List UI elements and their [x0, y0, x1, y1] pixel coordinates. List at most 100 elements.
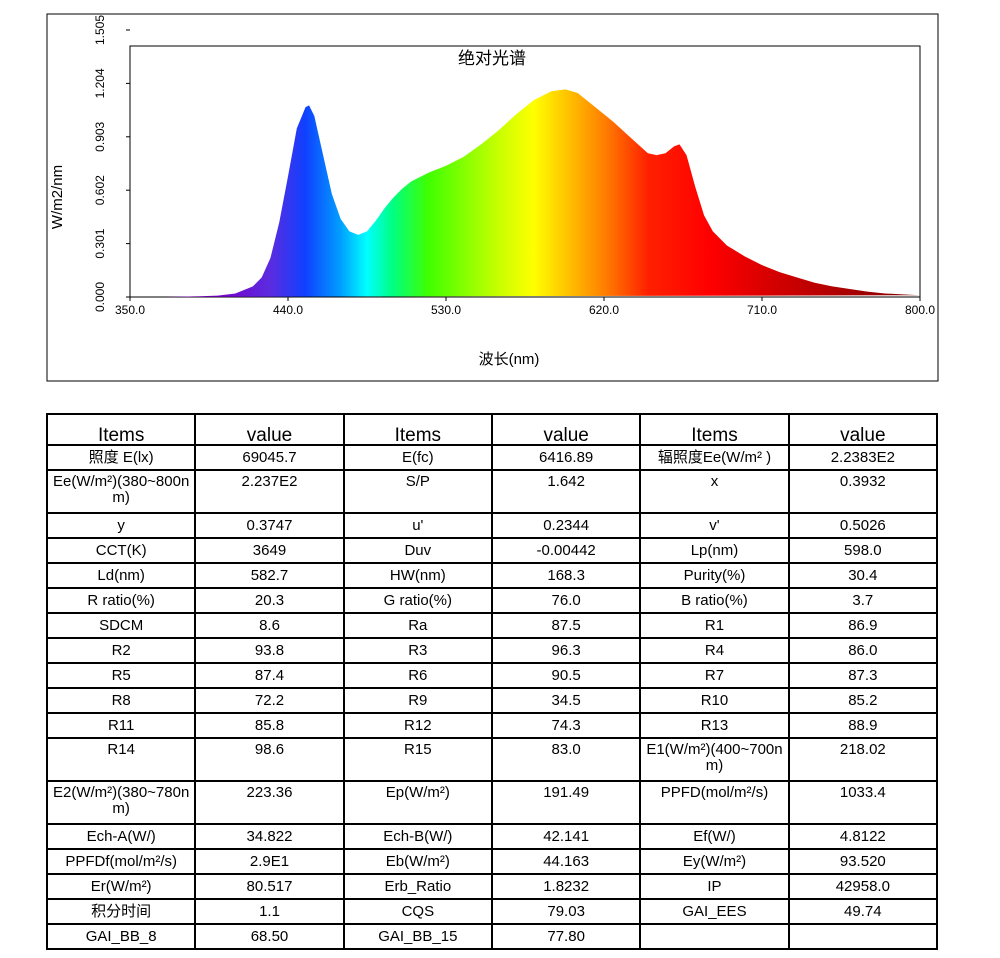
table-row: R8 72.2 R9 34.5 R10 85.2: [45, 687, 939, 714]
value-cell: 44.163: [490, 848, 642, 875]
item-cell: 积分时间: [45, 898, 197, 925]
value-cell: 168.3: [490, 562, 642, 589]
item-cell: PPFDf(mol/m²/s): [45, 848, 197, 875]
value-cell: 90.5: [490, 662, 642, 689]
item-cell: Ld(nm): [45, 562, 197, 589]
value-cell: 0.2344: [490, 512, 642, 539]
table-row: Ech-A(W/) 34.822 Ech-B(W/) 42.141 Ef(W/) 4.81…: [45, 823, 939, 850]
y-tick-label: 1.505: [93, 15, 107, 45]
x-tick-label: 350.0: [115, 303, 145, 317]
y-axis-label: W/m2/nm: [49, 165, 66, 229]
header-cell: Items: [45, 413, 197, 446]
item-cell: R1: [639, 612, 790, 639]
item-cell: R5: [45, 662, 197, 689]
value-cell: 1.642: [490, 469, 642, 514]
item-cell: E2(W/m²)(380~780nm): [45, 780, 197, 825]
item-cell: G ratio(%): [342, 587, 493, 614]
item-cell: R6: [342, 662, 493, 689]
value-cell: 98.6: [194, 737, 345, 782]
value-cell: 2.9E1: [194, 848, 345, 875]
value-cell: 223.36: [194, 780, 345, 825]
table-row: R14 98.6 R15 83.0 E1(W/m²)(400~700nm) 218.02: [45, 737, 939, 782]
value-cell: 3.7: [787, 587, 939, 614]
value-cell: 34.5: [490, 687, 642, 714]
item-cell: CCT(K): [45, 537, 197, 564]
x-axis-label: 波长(nm): [479, 351, 540, 368]
item-cell: R ratio(%): [45, 587, 197, 614]
item-cell: 辐照度Ee(W/m² ): [639, 444, 790, 471]
value-cell: 4.8122: [787, 823, 939, 850]
table-row: R ratio(%) 20.3 G ratio(%) 76.0 B ratio(%) 3.…: [45, 587, 939, 614]
header-cell: value: [787, 413, 939, 446]
item-cell: CQS: [342, 898, 493, 925]
item-cell: R4: [639, 637, 790, 664]
value-cell: 8.6: [194, 612, 345, 639]
value-cell: 79.03: [490, 898, 642, 925]
value-cell: 1.1: [194, 898, 345, 925]
table-row: 积分时间 1.1 CQS 79.03 GAI_EES 49.74: [45, 898, 939, 925]
value-cell: 30.4: [787, 562, 939, 589]
value-cell: 77.80: [490, 923, 642, 950]
value-cell: 83.0: [490, 737, 642, 782]
value-cell: 0.3747: [194, 512, 345, 539]
empty-cell: [639, 923, 790, 950]
value-cell: 191.49: [490, 780, 642, 825]
value-cell: 93.520: [787, 848, 939, 875]
value-cell: 85.8: [194, 712, 345, 739]
value-cell: 34.822: [194, 823, 345, 850]
item-cell: R8: [45, 687, 197, 714]
item-cell: x: [639, 469, 790, 514]
value-cell: 96.3: [490, 637, 642, 664]
item-cell: GAI_BB_8: [45, 923, 197, 950]
x-tick-label: 620.0: [589, 303, 619, 317]
value-cell: 87.4: [194, 662, 345, 689]
chart: 绝对光谱 波长(nm) W/m2/nm 0.000 0.301 0.602 0.903…: [46, 13, 939, 382]
value-cell: 93.8: [194, 637, 345, 664]
table-row: E2(W/m²)(380~780nm) 223.36 Ep(W/m²) 191.49 P…: [45, 780, 939, 825]
value-cell: 86.9: [787, 612, 939, 639]
value-cell: 86.0: [787, 637, 939, 664]
x-tick-label: 800.0: [905, 303, 935, 317]
value-cell: 72.2: [194, 687, 345, 714]
header-cell: Items: [639, 413, 790, 446]
header-cell: Items: [342, 413, 493, 446]
value-cell: 68.50: [194, 923, 345, 950]
spectrum-area: [130, 89, 920, 298]
table-row: PPFDf(mol/m²/s) 2.9E1 Eb(W/m²) 44.163 Ey(W/m…: [45, 848, 939, 875]
item-cell: Purity(%): [639, 562, 790, 589]
table-row: Ee(W/m²)(380~800nm) 2.237E2 S/P 1.642 x 0.393…: [45, 469, 939, 514]
y-tick-label: 1.204: [93, 68, 107, 98]
table-row: CCT(K) 3649 Duv -0.00442 Lp(nm) 598.0: [45, 537, 939, 564]
table-row: R2 93.8 R3 96.3 R4 86.0: [45, 637, 939, 664]
item-cell: R14: [45, 737, 197, 782]
value-cell: 69045.7: [194, 444, 345, 471]
item-cell: R2: [45, 637, 197, 664]
value-cell: 582.7: [194, 562, 345, 589]
item-cell: GAI_BB_15: [342, 923, 493, 950]
item-cell: IP: [639, 873, 790, 900]
value-cell: 6416.89: [490, 444, 642, 471]
item-cell: R9: [342, 687, 493, 714]
y-tick-label: 0.000: [93, 282, 107, 312]
item-cell: E1(W/m²)(400~700nm): [639, 737, 790, 782]
item-cell: R11: [45, 712, 197, 739]
item-cell: B ratio(%): [639, 587, 790, 614]
value-cell: 76.0: [490, 587, 642, 614]
item-cell: GAI_EES: [639, 898, 790, 925]
header-row: Items value Items value Items value: [45, 413, 939, 446]
data-table: Items value Items value Items value 照度 E(lx) 69…: [45, 413, 939, 950]
value-cell: 0.5026: [787, 512, 939, 539]
value-cell: 88.9: [787, 712, 939, 739]
value-cell: 74.3: [490, 712, 642, 739]
item-cell: R13: [639, 712, 790, 739]
item-cell: Lp(nm): [639, 537, 790, 564]
value-cell: 87.3: [787, 662, 939, 689]
table-row: SDCM 8.6 Ra 87.5 R1 86.9: [45, 612, 939, 639]
item-cell: R7: [639, 662, 790, 689]
value-cell: 598.0: [787, 537, 939, 564]
item-cell: E(fc): [342, 444, 493, 471]
item-cell: y: [45, 512, 197, 539]
value-cell: 3649: [194, 537, 345, 564]
header-cell: value: [194, 413, 345, 446]
